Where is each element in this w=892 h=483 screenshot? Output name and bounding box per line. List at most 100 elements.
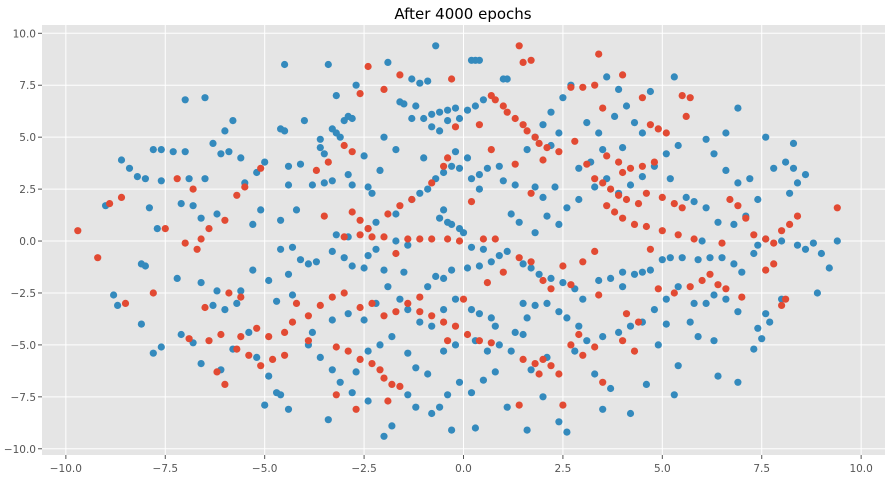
data-point [567,281,575,289]
data-point [324,416,332,424]
data-point [491,96,499,104]
data-point [376,341,384,349]
data-point [440,162,448,170]
data-point [539,156,547,164]
data-point [694,333,702,341]
data-point [487,146,495,154]
data-point [332,231,340,239]
data-point [436,403,444,411]
data-point [428,235,436,243]
data-point [344,347,352,355]
data-point [185,175,193,183]
data-point [650,306,659,314]
data-point [404,306,412,314]
data-point [642,222,651,231]
data-point [638,129,647,137]
data-point [555,308,563,316]
data-point [622,102,631,110]
data-point [340,117,348,125]
data-point [384,283,392,291]
data-point [702,299,710,307]
data-point [412,403,420,411]
data-point [360,152,368,160]
x-axis-ticks: −10.0 −7.5 −5.0 −2.5 0.0 2.5 5.0 7.5 10.0 [50,455,873,475]
data-point [348,148,356,156]
grid-lines [42,25,885,455]
data-point [364,397,372,405]
data-point [626,181,635,189]
data-point [487,314,495,322]
data-point [714,281,722,289]
data-point [408,75,416,83]
y-tick-label: 2.5 [19,184,36,196]
data-point [579,295,587,303]
data-point [324,158,332,166]
data-point [714,372,722,380]
data-point [722,166,730,174]
data-point [547,108,555,116]
data-point [380,266,388,274]
data-point [619,214,627,222]
data-point [507,347,515,355]
data-point [459,229,468,237]
data-point [237,287,245,295]
data-point [543,212,551,220]
data-point [670,73,678,81]
data-point [531,360,539,368]
data-point [448,266,456,274]
data-point [424,185,432,193]
data-point [416,318,424,326]
data-point [340,233,348,241]
data-point [225,289,233,297]
data-point [316,135,324,143]
data-point [364,183,372,191]
data-point [511,181,519,189]
data-point [408,114,416,123]
data-point [173,274,181,282]
data-point [392,308,400,316]
data-point [328,293,336,301]
data-point [296,256,305,264]
data-point [734,202,742,210]
data-point [161,225,169,233]
data-point [257,164,265,172]
data-point [511,160,519,168]
data-point [300,117,308,125]
data-point [125,164,134,172]
data-point [710,150,718,158]
data-point [269,355,277,363]
data-point [451,123,460,131]
data-point [539,393,547,401]
data-point [336,133,344,141]
data-point [201,175,209,183]
y-tick-label: −10.0 [4,444,36,456]
data-point [563,314,571,322]
data-point [94,254,102,262]
data-point [428,110,436,118]
data-point [364,62,372,71]
data-point [440,306,448,314]
data-point [348,181,356,189]
data-point [654,125,662,133]
data-point [281,328,289,336]
data-point [237,293,245,301]
data-point [444,154,452,162]
data-point [436,108,444,116]
data-point [722,295,730,303]
data-point [424,370,432,378]
data-point [710,337,718,345]
data-point [778,301,786,309]
data-point [412,364,420,372]
data-point [734,179,742,187]
data-point [483,164,491,172]
data-point [110,291,118,299]
y-tick-label: 10.0 [13,28,36,40]
data-point [360,316,368,324]
data-point [495,252,503,260]
data-point [793,241,802,249]
data-point [316,144,324,152]
data-point [817,249,826,258]
data-point [527,189,535,197]
data-point [157,177,165,185]
data-point [638,268,647,276]
